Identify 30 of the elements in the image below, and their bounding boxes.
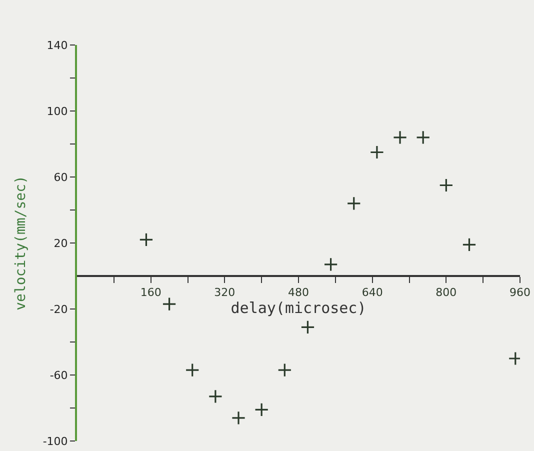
point [439, 178, 454, 192]
y-axis-title: velocity(mm/sec) [12, 176, 29, 310]
x-tick-label: 320 [214, 286, 236, 299]
x-tick-label: 640 [362, 286, 383, 299]
point [392, 130, 408, 144]
x-tick-label: 480 [288, 286, 309, 299]
y-tick-label: -60 [50, 368, 68, 382]
x-tick-label: 160 [140, 286, 162, 299]
point [231, 410, 246, 425]
y-tick-label: -20 [50, 302, 68, 316]
y-tick-label: 100 [46, 104, 68, 118]
point [370, 145, 384, 160]
point [278, 362, 292, 378]
x-axis-title: delay(microsec) [230, 298, 366, 317]
point [324, 257, 338, 272]
x-tick-label: 800 [436, 286, 457, 299]
x-tick-label: 960 [510, 286, 530, 299]
point [300, 320, 315, 334]
point [208, 389, 223, 404]
y-tick-label: 60 [54, 170, 68, 184]
y-tick-label: 140 [46, 38, 68, 52]
point [139, 232, 154, 247]
point [162, 296, 176, 312]
point [346, 196, 361, 210]
point [254, 402, 269, 417]
y-tick-label: -100 [42, 434, 68, 448]
point [416, 130, 430, 144]
y-tick-label: 20 [54, 236, 68, 250]
point [185, 362, 200, 378]
point [462, 238, 476, 252]
